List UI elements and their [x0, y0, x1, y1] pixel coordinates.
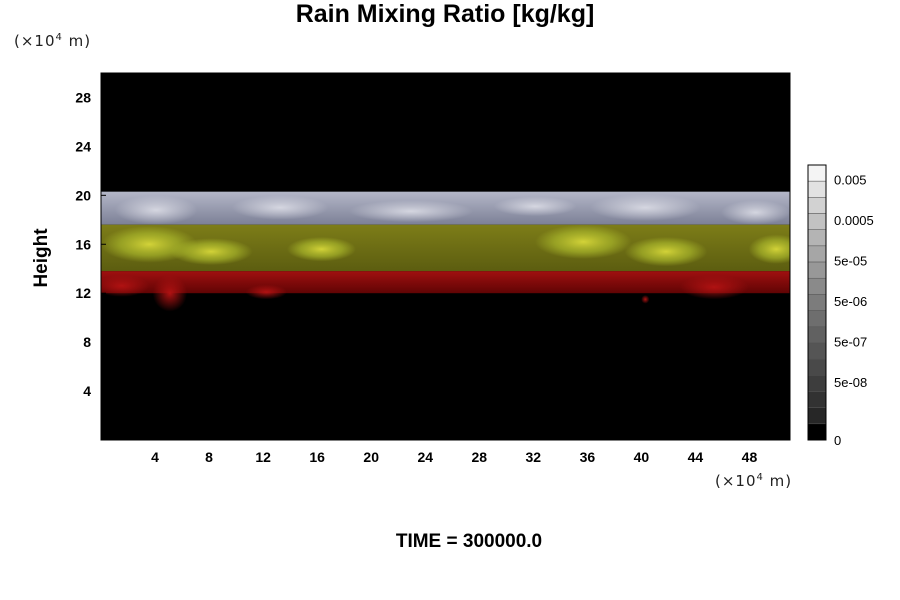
x-tick-label-16: 16: [309, 449, 325, 465]
colorbar-swatch-12: [807, 358, 827, 376]
field-texture-7: [169, 238, 253, 266]
colorbar-swatch-7: [807, 277, 827, 295]
field-texture-10: [624, 236, 708, 267]
colorbar-label-3: 5e-06: [834, 294, 867, 309]
y-tick-label-16: 16: [75, 236, 91, 252]
field-texture-13: [152, 274, 188, 312]
field-texture-12: [101, 274, 150, 297]
colorbar-swatch-2: [807, 197, 827, 214]
x-tick-label-36: 36: [580, 449, 596, 465]
x-axis-unit: (×104 m): [715, 472, 793, 490]
colorbar-swatch-10: [807, 326, 827, 344]
field-texture-3: [493, 196, 577, 217]
colorbar-swatch-8: [807, 294, 827, 311]
colorbar-label-1: 0.0005: [834, 213, 874, 228]
field-texture-8: [287, 236, 356, 262]
time-footer: TIME = 300000.0: [395, 531, 543, 552]
colorbar-swatch-6: [807, 261, 827, 279]
field-texture-1: [231, 195, 329, 220]
field-texture-4: [590, 194, 701, 222]
y-tick-label-8: 8: [83, 334, 91, 350]
colorbar-swatch-5: [807, 245, 827, 263]
x-tick-label-8: 8: [205, 449, 213, 465]
x-tick-label-48: 48: [742, 449, 758, 465]
colorbar-frame: [807, 164, 827, 441]
colorbar-label-4: 5e-07: [834, 334, 867, 349]
x-tick-label-40: 40: [634, 449, 650, 465]
y-axis-unit: (×104 m): [14, 32, 92, 50]
y-tick-label-12: 12: [75, 285, 91, 301]
colorbar-label-6: 0: [834, 433, 841, 448]
field-texture-5: [721, 200, 790, 225]
x-tick-label-44: 44: [688, 449, 704, 465]
colorbar-swatch-13: [807, 375, 827, 392]
y-tick-label-28: 28: [75, 89, 91, 105]
field-texture-0: [114, 195, 198, 225]
field-texture-11: [748, 234, 790, 264]
x-tick-label-12: 12: [255, 449, 271, 465]
y-tick-label-20: 20: [75, 187, 91, 203]
plot-frame: [100, 72, 791, 441]
x-tick-label-4: 4: [151, 449, 159, 465]
field-texture-2: [349, 200, 474, 223]
field-texture-14: [245, 284, 288, 300]
x-tick-label-28: 28: [471, 449, 487, 465]
field-texture-16: [641, 295, 650, 304]
x-tick-label-24: 24: [417, 449, 433, 465]
colorbar-swatch-11: [807, 342, 827, 360]
colorbar-label-5: 5e-08: [834, 375, 867, 390]
y-tick-label-4: 4: [83, 383, 91, 399]
colorbar-swatch-16: [807, 423, 827, 441]
x-tick-label-20: 20: [363, 449, 379, 465]
colorbar-swatch-4: [807, 229, 827, 247]
field-texture-9: [535, 224, 632, 259]
y-tick-label-24: 24: [75, 138, 91, 154]
colorbar-swatch-0: [807, 164, 827, 182]
colorbar-swatch-1: [807, 180, 827, 198]
x-tick-label-32: 32: [526, 449, 542, 465]
colorbar-label-2: 5e-05: [834, 253, 867, 268]
chart-title: Rain Mixing Ratio [kg/kg]: [295, 0, 595, 28]
colorbar-swatch-9: [807, 310, 827, 328]
colorbar-swatch-14: [807, 391, 827, 408]
field-texture-15: [679, 274, 749, 300]
colorbar-swatch-15: [807, 407, 827, 425]
colorbar-label-0: 0.005: [834, 173, 867, 188]
colorbar-swatch-3: [807, 213, 827, 230]
